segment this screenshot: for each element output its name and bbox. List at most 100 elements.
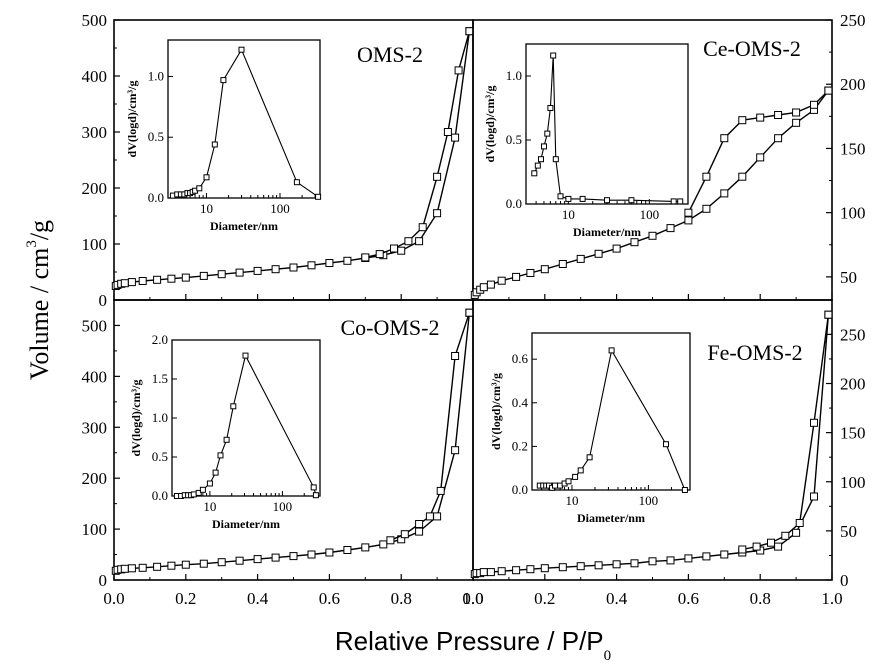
- inset-y-tick-label: 0.5: [506, 132, 522, 147]
- inset-frame: [525, 43, 689, 205]
- adsorption-series-point: [138, 277, 147, 285]
- inset-series-point: [315, 193, 322, 200]
- adsorption-series-point: [612, 244, 621, 253]
- x-tick-label: 1.0: [462, 589, 483, 608]
- adsorption-series-point: [630, 238, 639, 247]
- adsorption-series-point: [576, 562, 585, 571]
- y-tick-label: 400: [82, 67, 108, 86]
- adsorption-series-point: [594, 561, 603, 570]
- desorption-series-point: [443, 128, 452, 136]
- adsorption-series-point: [433, 209, 442, 218]
- desorption-series-point: [415, 520, 424, 528]
- inset-series-point: [217, 452, 224, 459]
- adsorption-series-point: [558, 260, 567, 268]
- desorption-series-point: [752, 542, 761, 551]
- y-tick-label: 250: [840, 325, 866, 344]
- y-axis-title-superscript: 3: [24, 240, 40, 248]
- desorption-series-point: [684, 208, 693, 217]
- inset-series-point: [203, 174, 210, 181]
- adsorption-series-point: [120, 564, 129, 573]
- adsorption-series-point: [486, 280, 495, 289]
- adsorption-series-point: [526, 269, 535, 277]
- adsorption-series-point: [127, 564, 136, 573]
- inset-series-point: [544, 130, 551, 137]
- y-tick-label: 100: [82, 520, 108, 539]
- inset-series-point: [310, 484, 317, 491]
- adsorption-series-point: [684, 216, 693, 225]
- adsorption-series-point: [379, 540, 388, 549]
- y-tick-label: 150: [840, 424, 866, 443]
- desorption-series-point: [824, 310, 833, 319]
- adsorption-series-point: [720, 189, 729, 198]
- inset-x-axis-label: Diameter/nm: [573, 225, 641, 239]
- inset-y-axis-label: dV(logd)/cm³/g: [483, 86, 497, 163]
- adsorption-series-point: [630, 559, 639, 568]
- adsorption-series-point: [138, 563, 147, 572]
- desorption-series-point: [795, 519, 804, 527]
- desorption-series-point: [386, 536, 395, 545]
- adsorption-series-point: [343, 546, 352, 554]
- adsorption-series-point: [479, 568, 488, 577]
- inset-series-point: [538, 156, 544, 163]
- adsorption-series-point: [558, 563, 567, 572]
- inset-series-point: [190, 491, 197, 498]
- y-tick-label: 0: [99, 571, 108, 590]
- inset-frame: [167, 39, 321, 199]
- adsorption-series-point: [774, 134, 783, 143]
- adsorption-series-point: [648, 557, 657, 566]
- inset-series-point: [608, 347, 615, 354]
- inset-series-point: [550, 52, 557, 59]
- y-tick-label: 300: [82, 123, 108, 142]
- inset-series-point: [534, 162, 541, 169]
- inset-y-tick-label: 1.5: [152, 371, 168, 386]
- desorption-series-point: [454, 66, 463, 75]
- adsorption-series-point: [512, 272, 521, 281]
- adsorption-series-point: [540, 265, 549, 274]
- desorption-series-point: [720, 134, 729, 143]
- x-tick-label: 0.8: [750, 589, 771, 608]
- panel-oms-2: 0 100 200 300 400 500 OMS-2 10 100 0.0 0.5 1.0 Diame…: [82, 11, 474, 310]
- adsorption-series-point: [433, 512, 442, 521]
- adsorption-series-point: [792, 528, 801, 537]
- inset-series-point: [604, 197, 610, 204]
- inset-y-tick-label: 0.4: [512, 395, 529, 410]
- adsorption-series-point: [271, 265, 280, 274]
- desorption-series-point: [767, 538, 775, 547]
- desorption-series-point: [702, 172, 711, 181]
- y-tick-label: 200: [840, 375, 866, 394]
- desorption-series-point: [400, 530, 409, 539]
- desorption-series-point: [451, 352, 460, 360]
- inset-series-point: [552, 156, 559, 163]
- adsorption-series-point: [217, 558, 226, 567]
- adsorption-series-point: [702, 552, 711, 561]
- inset-series-point: [220, 77, 227, 84]
- adsorption-series-point: [594, 249, 603, 258]
- inset-series-point: [577, 467, 584, 474]
- desorption-series-point: [810, 418, 818, 427]
- inset-y-tick-label: 0.5: [152, 449, 168, 464]
- adsorption-series-point: [325, 548, 334, 557]
- desorption-series-point: [361, 253, 370, 262]
- x-tick-label: 0.2: [175, 589, 196, 608]
- adsorption-series-point: [235, 268, 244, 277]
- inset-series-point: [541, 143, 547, 150]
- y-tick-label: 150: [840, 139, 866, 158]
- y-tick-label: 50: [840, 268, 857, 287]
- panel-co-oms-2: 0.0 0.2 0.4 0.6 0.8 1.0 0 100 200 300 400 500 Co-OMS…: [82, 299, 484, 608]
- adsorption-series-point: [120, 279, 129, 288]
- inset-series-point: [677, 198, 684, 205]
- inset-y-tick-label: 0.0: [148, 190, 164, 205]
- inset-y-tick-label: 0.5: [148, 129, 164, 144]
- adsorption-series-point: [512, 566, 521, 575]
- desorption-series-point: [810, 100, 818, 109]
- panel-title: Ce-OMS-2: [703, 36, 801, 61]
- inset-x-tick-label: 100: [639, 493, 659, 508]
- inset-x-tick-label: 100: [640, 207, 660, 222]
- inset-x-tick-label: 10: [200, 201, 213, 216]
- desorption-series-point: [404, 237, 413, 246]
- inset-x-tick-label: 10: [562, 207, 575, 222]
- inset-y-axis-label: dV(logd)/cm³/g: [125, 81, 139, 158]
- x-tick-label: 0.6: [319, 589, 340, 608]
- inset-series-point: [199, 486, 206, 493]
